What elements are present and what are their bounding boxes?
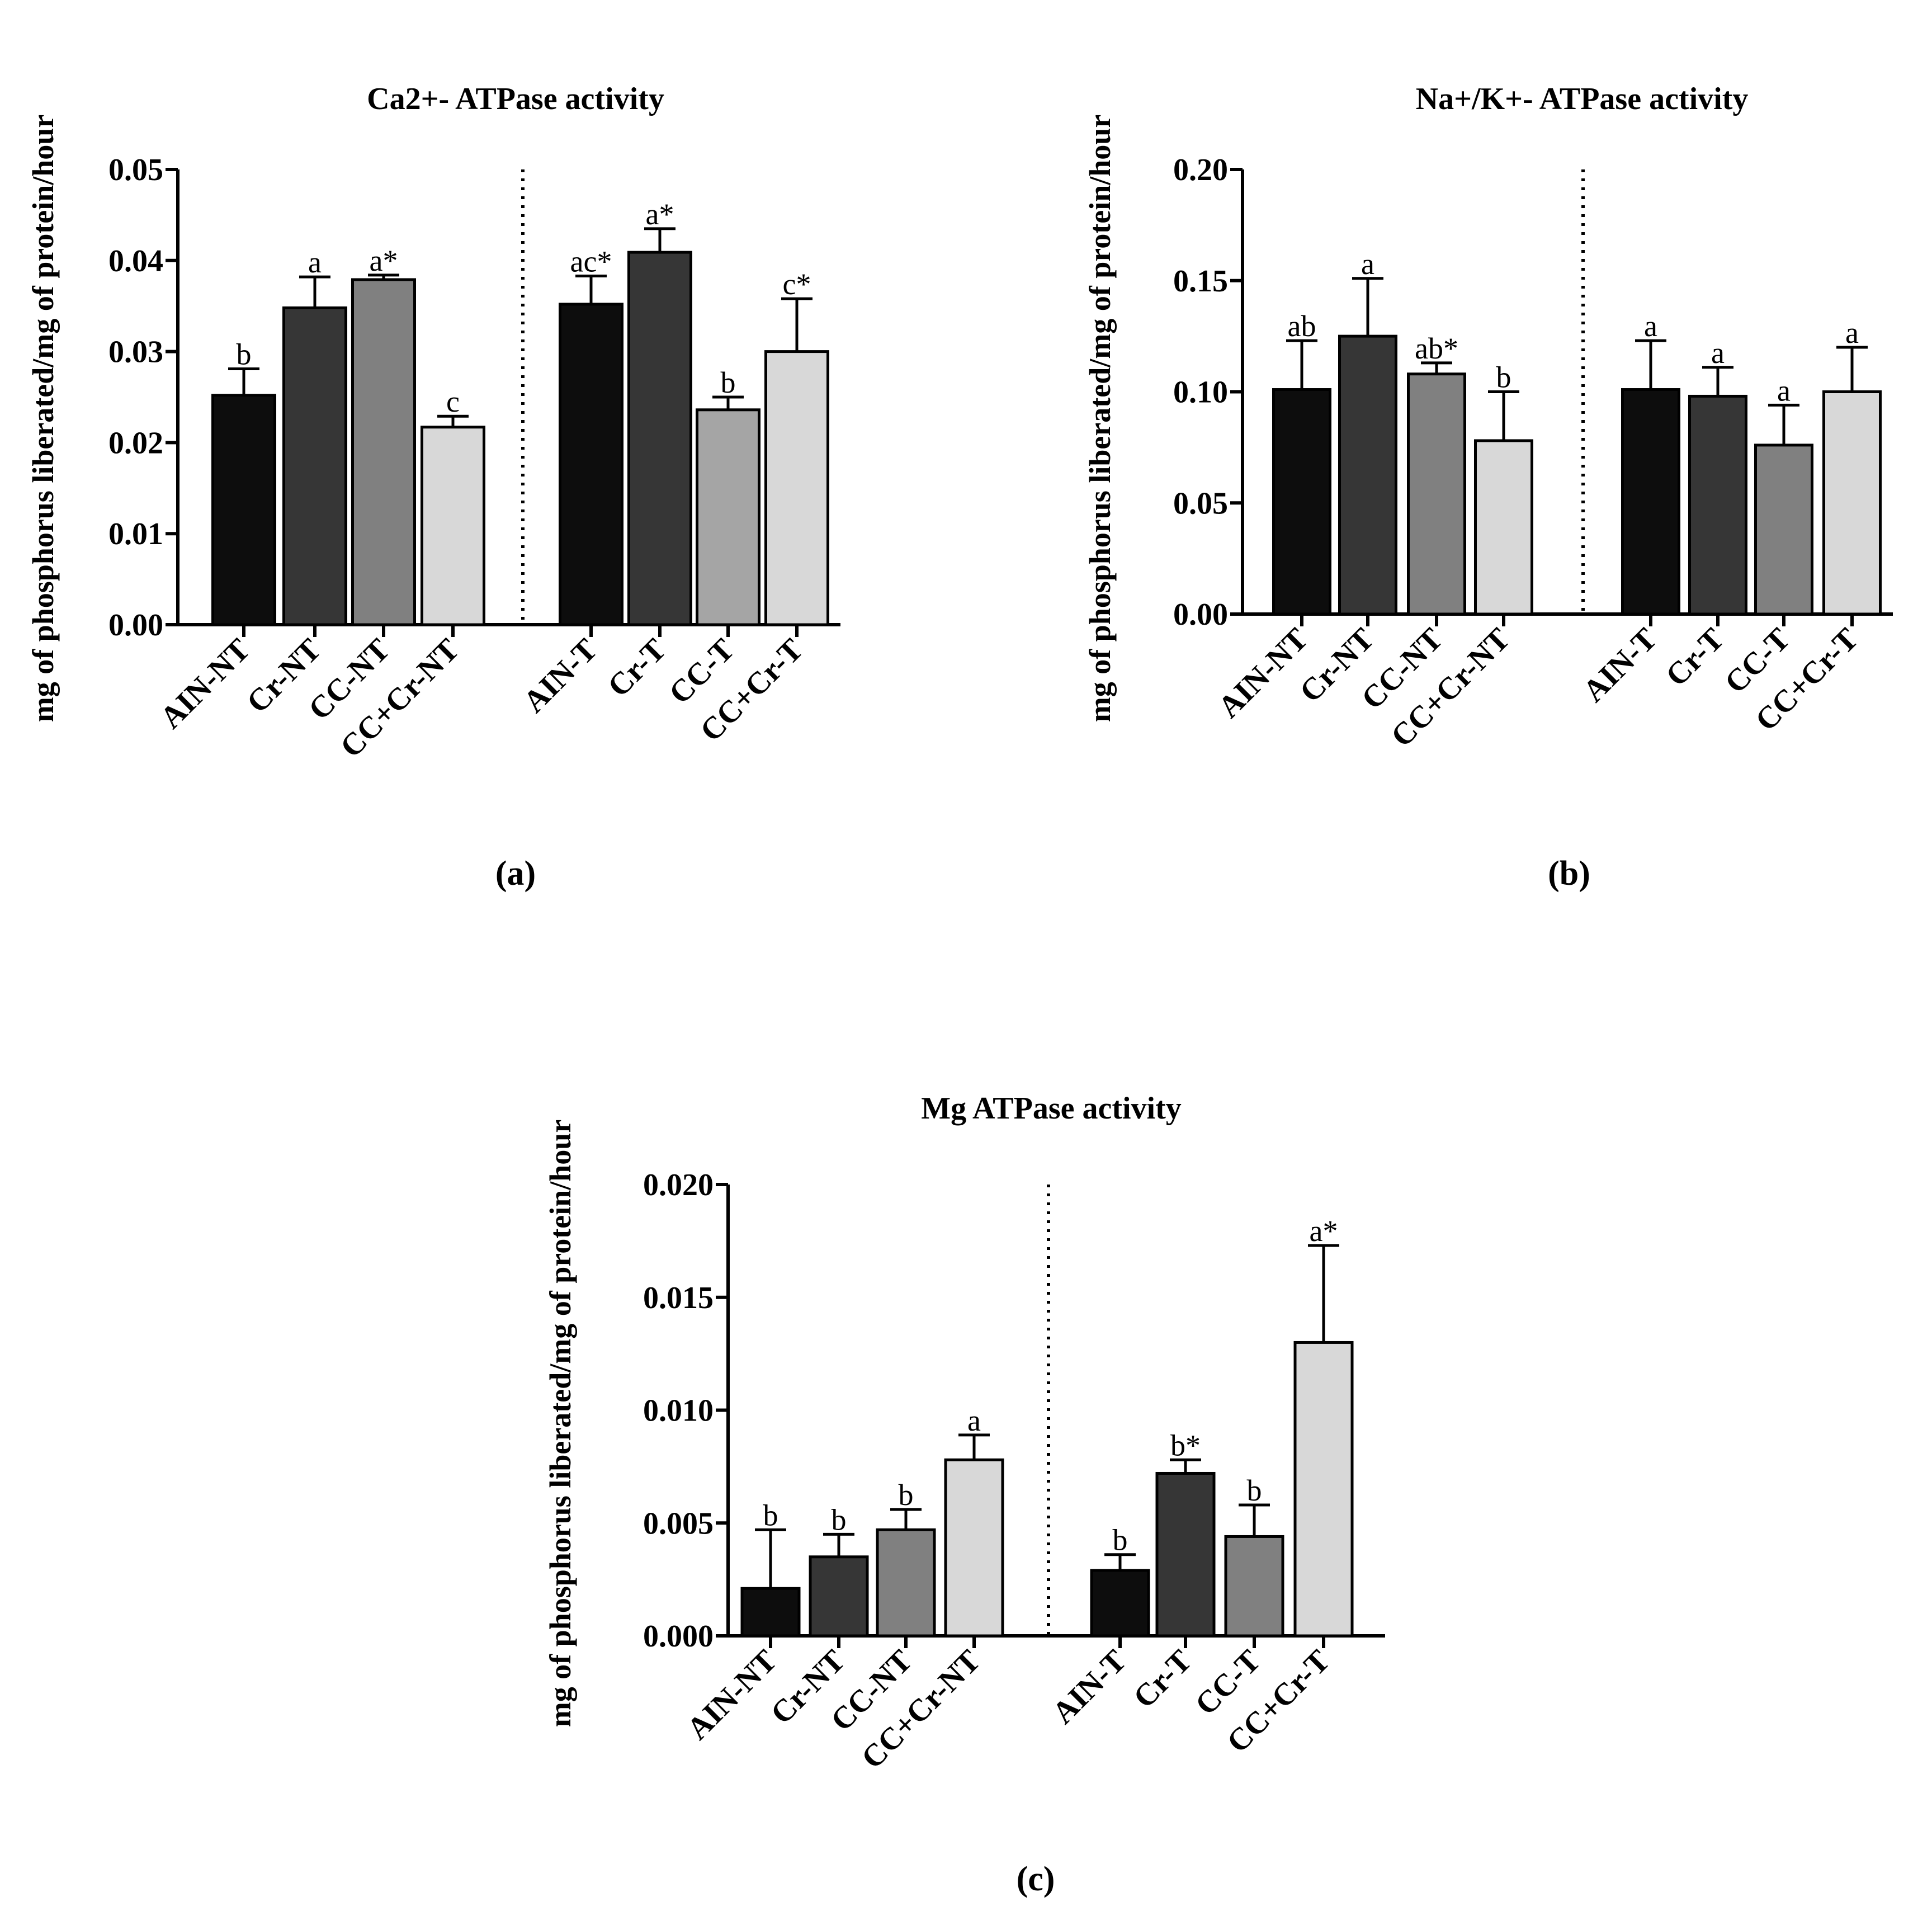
chart-b-ylabel: mg of phosphorus liberated/mg of protein… (1083, 115, 1117, 723)
chart-a-bar-cr-nt (282, 306, 347, 626)
chart-a-sig-label-cr-t: a* (646, 197, 674, 231)
chart-c-bar-cc-nt (876, 1528, 936, 1638)
chart-a-sig-label-cr-nt: a (308, 246, 322, 279)
chart-a-sig-label-cc-plus-cr-nt: c (446, 385, 460, 418)
chart-panel-c: Mg ATPase activity mg of phosphorus libe… (544, 1091, 1385, 1898)
chart-b-category-label-ain-t: AIN-T (1576, 621, 1664, 709)
chart-b-sig-label-cc-plus-cr-nt: b (1496, 361, 1511, 394)
chart-c-sig-label-cr-t: b* (1170, 1428, 1201, 1462)
chart-c-sig-label-cc-t: b (1247, 1474, 1262, 1507)
chart-c-bar-cr-nt (809, 1555, 869, 1638)
chart-c-ytick-label: 0.010 (643, 1394, 714, 1428)
chart-c-title: Mg ATPase activity (921, 1091, 1182, 1126)
chart-b-sig-label-cc-t: a (1777, 374, 1791, 407)
chart-c-ytick-label: 0.020 (643, 1168, 714, 1202)
chart-c-sig-label-cr-nt: b (832, 1503, 847, 1536)
chart-b-title: Na+/K+- ATPase activity (1416, 82, 1749, 116)
chart-a-panel-label: (a) (495, 855, 536, 893)
chart-b-bar-cr-t (1688, 394, 1747, 616)
chart-c-sig-label-cc-plus-cr-t: a* (1310, 1214, 1338, 1248)
chart-a-sig-label-cc-nt: a* (370, 244, 398, 277)
chart-b-sig-label-ain-t: a (1644, 309, 1657, 343)
chart-a-sig-label-cc-t: b (721, 366, 736, 399)
chart-a-category-label-ain-nt: AIN-NT (154, 632, 257, 735)
chart-a-ylabel: mg of phosphorus liberated/mg of protein… (26, 115, 60, 723)
chart-panel-b: Na+/K+- ATPase activity mg of phosphorus… (1083, 82, 1893, 893)
chart-c-ytick-label: 0.005 (643, 1506, 714, 1541)
chart-c-sig-label-cc-plus-cr-nt: a (967, 1404, 981, 1437)
chart-a-plot: 0.000.010.020.030.040.05bAIN-NTaCr-NTa*C… (108, 153, 840, 765)
chart-b-bar-cc-plus-cr-t (1822, 390, 1882, 616)
chart-c-bar-cr-t (1155, 1471, 1216, 1638)
chart-b-bar-cc-nt (1407, 372, 1466, 616)
chart-b-panel-label: (b) (1548, 855, 1590, 893)
chart-b-category-label-cr-t: Cr-T (1659, 621, 1731, 693)
chart-panel-a: Ca2+- ATPase activity mg of phosphorus l… (26, 82, 840, 893)
chart-c-sig-label-ain-nt: b (763, 1498, 778, 1532)
chart-b-bar-cc-plus-cr-nt (1474, 439, 1533, 616)
chart-a-sig-label-cc-plus-cr-t: c* (783, 267, 811, 301)
chart-a-bar-cc-nt (351, 278, 416, 626)
chart-c-bar-ain-t (1090, 1569, 1150, 1638)
chart-a-title: Ca2+- ATPase activity (367, 82, 664, 116)
chart-b-ytick-label: 0.00 (1173, 597, 1228, 632)
chart-b-bar-cc-t (1754, 443, 1813, 616)
chart-c-sig-label-ain-t: b (1113, 1523, 1128, 1557)
chart-b-category-label-ain-nt: AIN-NT (1212, 621, 1315, 725)
chart-b-sig-label-cr-t: a (1711, 336, 1725, 370)
chart-c-panel-label: (c) (1017, 1860, 1055, 1898)
chart-a-category-label-ain-t: AIN-T (517, 632, 604, 719)
chart-b-ytick-label: 0.15 (1173, 264, 1228, 299)
chart-b-sig-label-cc-plus-cr-t: a (1845, 316, 1859, 350)
chart-b-bar-cr-nt (1338, 334, 1397, 616)
chart-a-ytick-label: 0.02 (108, 426, 163, 460)
chart-a-bar-cc-t (696, 408, 760, 626)
chart-b-ytick-label: 0.20 (1173, 153, 1228, 187)
chart-c-category-label-cr-t: Cr-T (1127, 1643, 1198, 1715)
chart-a-ytick-label: 0.05 (108, 153, 163, 187)
chart-a-ytick-label: 0.04 (108, 244, 163, 279)
chart-c-category-label-ain-nt: AIN-NT (681, 1643, 784, 1747)
chart-c-bar-ain-nt (740, 1587, 801, 1638)
chart-a-bar-cc-plus-cr-t (764, 350, 829, 626)
chart-a-bar-cc-plus-cr-nt (421, 426, 485, 626)
chart-c-ylabel: mg of phosphorus liberated/mg of protein… (544, 1120, 577, 1728)
chart-a-ytick-label: 0.01 (108, 517, 163, 551)
chart-b-ytick-label: 0.05 (1173, 486, 1228, 521)
chart-a-bar-cr-t (627, 251, 692, 626)
chart-b-bar-ain-nt (1272, 388, 1331, 616)
chart-b-sig-label-cr-nt: a (1361, 247, 1374, 281)
chart-a-sig-label-ain-nt: b (237, 338, 252, 371)
chart-c-sig-label-cc-nt: b (899, 1478, 914, 1512)
chart-b-sig-label-cc-nt: ab* (1415, 332, 1458, 365)
chart-a-bar-ain-t (559, 303, 623, 626)
chart-a-bar-ain-nt (211, 394, 276, 626)
chart-b-bar-ain-t (1621, 388, 1680, 616)
chart-b-ytick-label: 0.10 (1173, 375, 1228, 410)
chart-a-sig-label-ain-t: ac* (570, 244, 612, 278)
chart-a-category-label-cr-t: Cr-T (601, 632, 673, 704)
chart-b-plot: 0.000.050.100.150.20abAIN-NTaCr-NTab*CC-… (1173, 153, 1893, 754)
chart-c-category-label-ain-t: AIN-T (1046, 1643, 1133, 1730)
chart-a-ytick-label: 0.03 (108, 335, 163, 370)
chart-c-plot: 0.0000.0050.0100.0150.020bAIN-NTbCr-NTbC… (643, 1168, 1385, 1776)
chart-c-bar-cc-plus-cr-nt (944, 1458, 1004, 1638)
chart-b-sig-label-ain-nt: ab (1288, 309, 1316, 343)
chart-c-ytick-label: 0.000 (643, 1619, 714, 1654)
chart-c-bar-cc-t (1224, 1535, 1284, 1638)
chart-c-ytick-label: 0.015 (643, 1281, 714, 1315)
chart-c-bar-cc-plus-cr-t (1293, 1341, 1354, 1638)
chart-a-ytick-label: 0.00 (108, 608, 163, 643)
